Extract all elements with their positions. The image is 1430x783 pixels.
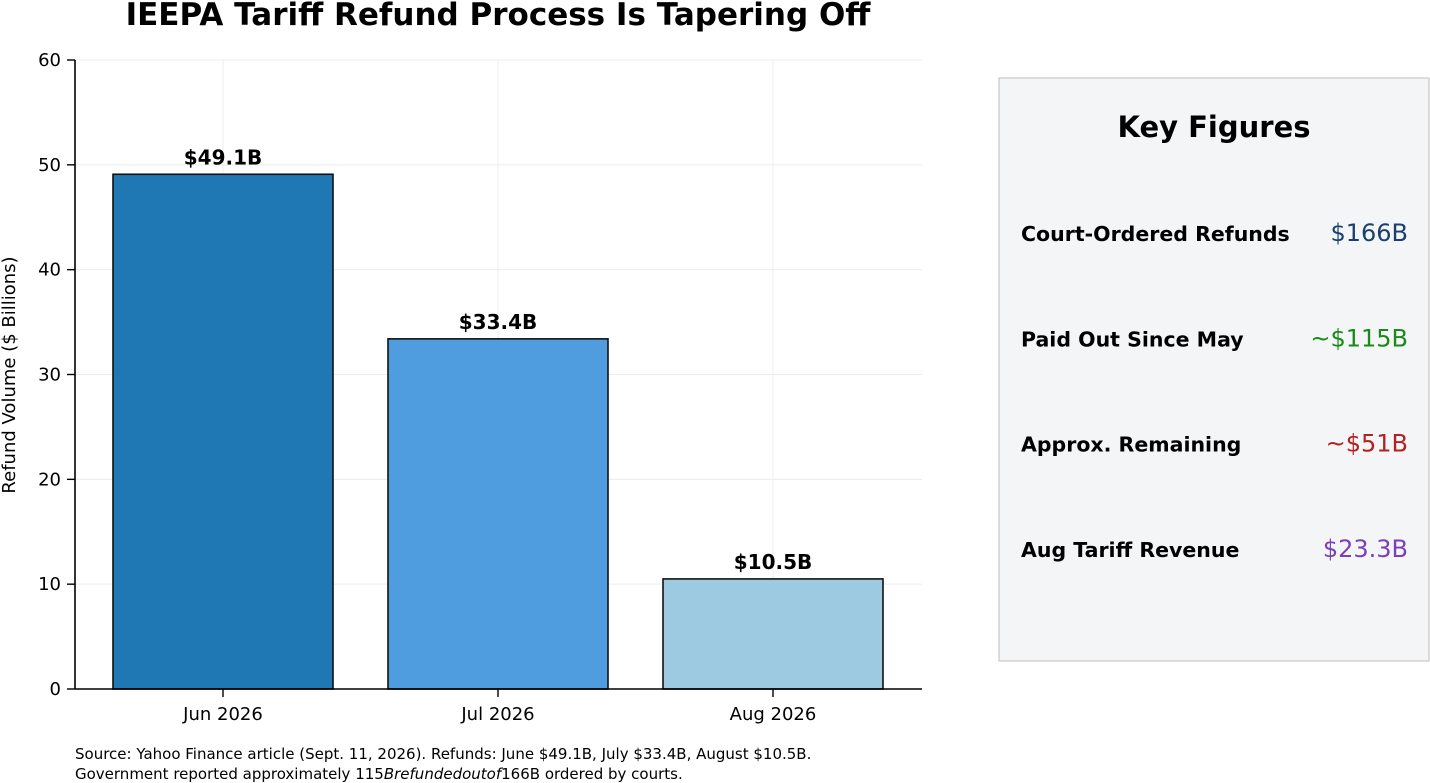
data-labels: $49.1B $33.4B $10.5B: [184, 145, 813, 574]
bar-value-label: $10.5B: [734, 550, 813, 574]
y-tick-label: 60: [38, 50, 61, 71]
key-figure-value: ~$115B: [1310, 324, 1408, 352]
y-tick-label: 20: [38, 469, 61, 490]
bar-jul-2026: [387, 338, 609, 690]
key-figures-list: Court-Ordered Refunds $166B Paid Out Since…: [1021, 219, 1408, 563]
source-line-2-end: 166B ordered by courts.: [501, 765, 683, 783]
key-figure-label: Approx. Remaining: [1021, 433, 1241, 457]
y-tick-label: 50: [38, 155, 61, 176]
key-figure-value: ~$51B: [1326, 430, 1408, 458]
source-line-2: Government reported approximately 115Bre…: [75, 765, 683, 783]
source-line-1: Source: Yahoo Finance article (Sept. 11,…: [75, 745, 811, 763]
key-figures-panel: Key Figures Court-Ordered Refunds $166B Pa…: [998, 77, 1430, 662]
key-figure-label: Paid Out Since May: [1021, 327, 1244, 351]
ticks: 0 10 20 30 40 50 60 Jun 2026 Jul 2026 Aug 2026: [38, 50, 816, 725]
x-tick-label: Jul 2026: [460, 704, 534, 725]
y-tick-label: 0: [50, 679, 61, 700]
source-line-2-italic: Brefundedoutof: [384, 765, 504, 783]
key-figure-label: Court-Ordered Refunds: [1021, 222, 1290, 246]
y-tick-label: 40: [38, 260, 61, 281]
key-figure-label: Aug Tariff Revenue: [1021, 538, 1239, 562]
bar-value-label: $49.1B: [184, 145, 263, 169]
y-tick-label: 30: [38, 365, 61, 386]
x-tick-label: Aug 2026: [730, 704, 817, 725]
y-tick-label: 10: [38, 574, 61, 595]
y-axis-label: Refund Volume ($ Billions): [0, 256, 20, 493]
x-tick-label: Jun 2026: [182, 704, 263, 725]
key-figure-value: $166B: [1330, 219, 1408, 247]
bar-aug-2026: [662, 578, 884, 690]
key-figures-title: Key Figures: [1117, 110, 1310, 144]
key-figure-value: $23.3B: [1323, 535, 1408, 563]
chart-title: IEEPA Tariff Refund Process Is Tapering …: [126, 0, 872, 33]
bar-jun-2026: [112, 173, 334, 690]
source-line-2-start: Government reported approximately 115: [75, 765, 384, 783]
bar-value-label: $33.4B: [459, 310, 538, 334]
key-figures-box: [998, 77, 1430, 662]
